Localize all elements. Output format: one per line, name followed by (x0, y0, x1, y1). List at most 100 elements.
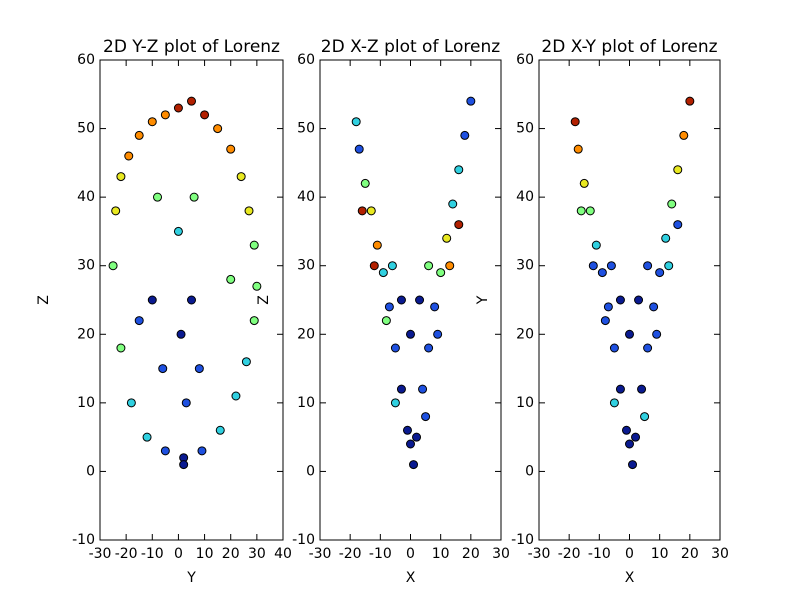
point (454, 165, 464, 175)
point (173, 226, 183, 236)
y-tick-label: 10 (516, 395, 534, 411)
y-tick-label: 50 (297, 121, 315, 137)
point (615, 295, 625, 305)
y-tick-label: -10 (292, 532, 315, 548)
point (606, 261, 616, 271)
y-axis-label: Z (256, 295, 272, 305)
y-axis-label: Z (36, 295, 52, 305)
x-axis-label: Y (186, 570, 196, 586)
point (142, 432, 152, 442)
point (249, 316, 259, 326)
point (378, 268, 388, 278)
point (153, 192, 163, 202)
point (390, 343, 400, 353)
point (628, 460, 638, 470)
point (226, 144, 236, 154)
y-tick-label: 40 (77, 189, 95, 205)
point (160, 446, 170, 456)
x-tick-label: 20 (462, 546, 480, 562)
y-tick-label: 0 (86, 463, 95, 479)
x-tick-label: 10 (196, 546, 214, 562)
point (685, 96, 695, 106)
chart-title: 2D Y-Z plot of Lorenz (103, 37, 280, 57)
y-tick-label: 40 (297, 189, 315, 205)
y-tick-label: 0 (306, 463, 315, 479)
point (187, 295, 196, 305)
x-tick-label: 20 (681, 546, 699, 562)
x-tick-label: -30 (309, 546, 332, 562)
x-tick-label: 20 (222, 546, 240, 562)
point (679, 130, 689, 140)
y-tick-label: 50 (77, 121, 95, 137)
point (116, 343, 126, 353)
y-axis-label: Y (475, 295, 491, 305)
point (673, 220, 683, 230)
x-tick-label: 30 (248, 546, 266, 562)
point (634, 295, 644, 305)
x-tick-label: -20 (339, 546, 362, 562)
point (244, 206, 254, 216)
point (652, 329, 662, 339)
y-tick-label: 10 (297, 395, 315, 411)
y-tick-label: 30 (297, 258, 315, 274)
point (396, 295, 406, 305)
x-tick-label: 40 (274, 546, 292, 562)
point (124, 151, 134, 161)
point (147, 295, 157, 305)
y-tick-label: 60 (77, 52, 95, 68)
y-tick-label: -10 (72, 532, 95, 548)
point (390, 398, 400, 408)
point (600, 316, 610, 326)
point (236, 172, 246, 182)
x-axis-label: X (625, 570, 635, 586)
point (570, 117, 580, 127)
point (160, 110, 170, 120)
point (591, 240, 601, 250)
x-tick-label: 0 (406, 546, 415, 562)
point (126, 398, 136, 408)
y-tick-label: 20 (297, 326, 315, 342)
point (387, 261, 397, 271)
point (603, 302, 613, 312)
y-tick-label: -10 (511, 532, 534, 548)
points (108, 96, 262, 470)
point (241, 357, 251, 367)
point (576, 206, 586, 216)
point (430, 302, 440, 312)
point (424, 261, 434, 271)
point (187, 96, 196, 106)
axes-frame (538, 59, 721, 541)
point (179, 460, 189, 470)
x-tick-label: -30 (528, 546, 551, 562)
chart-title: 2D X-Y plot of Lorenz (541, 37, 717, 57)
point (640, 412, 650, 422)
point (412, 432, 422, 442)
point (396, 384, 406, 394)
point (609, 398, 619, 408)
point (402, 425, 412, 435)
x-tick-label: -20 (558, 546, 581, 562)
y-tick-label: 20 (516, 326, 534, 342)
point (176, 329, 186, 339)
x-axis-label: X (406, 570, 416, 586)
x-tick-label: 0 (625, 546, 634, 562)
y-tick-label: 10 (77, 395, 95, 411)
y-tick-label: 20 (77, 326, 95, 342)
point (194, 364, 204, 374)
point (406, 439, 415, 449)
point (189, 192, 199, 202)
point (116, 172, 126, 182)
x-tick-label: -10 (369, 546, 392, 562)
point (588, 261, 598, 271)
x-tick-label: 10 (651, 546, 669, 562)
point (415, 295, 425, 305)
point (406, 329, 415, 339)
point (108, 261, 118, 271)
point (111, 206, 121, 216)
point (655, 268, 665, 278)
point (448, 199, 458, 209)
point (621, 425, 631, 435)
point (460, 130, 470, 140)
point (369, 261, 379, 271)
